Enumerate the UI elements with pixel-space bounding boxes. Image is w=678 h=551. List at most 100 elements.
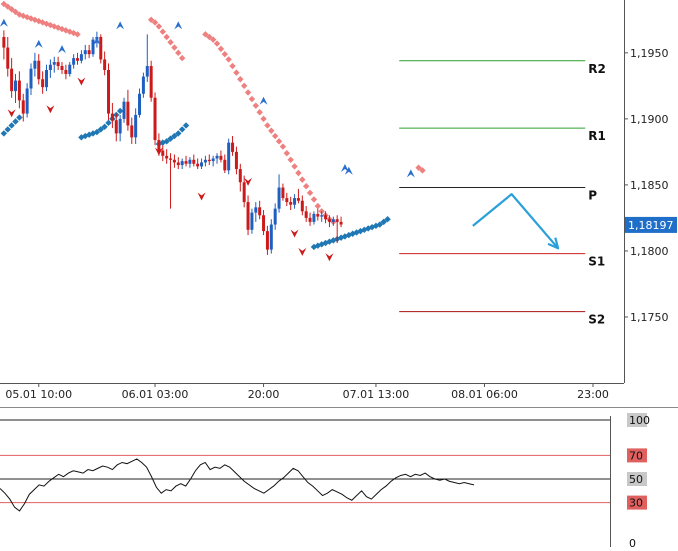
candle-body[interactable] — [269, 224, 273, 250]
candle-body[interactable] — [149, 66, 153, 98]
candle-body[interactable] — [327, 219, 331, 222]
candle-body[interactable] — [238, 169, 242, 183]
candle-body[interactable] — [250, 212, 254, 230]
candle-body[interactable] — [223, 159, 227, 171]
candle-body[interactable] — [339, 221, 343, 225]
candle-body[interactable] — [141, 76, 145, 94]
candle-body[interactable] — [72, 58, 76, 65]
candle-body[interactable] — [293, 198, 297, 205]
sar-dot-lower — [182, 122, 190, 129]
candle-body[interactable] — [265, 231, 269, 250]
candle-body[interactable] — [153, 97, 157, 140]
candle-body[interactable] — [273, 208, 277, 225]
candle-body[interactable] — [114, 120, 118, 134]
candle-body[interactable] — [296, 198, 300, 201]
candle-body[interactable] — [320, 215, 324, 217]
candle-body[interactable] — [14, 80, 18, 92]
sar-dot-upper — [39, 19, 46, 26]
candle-body[interactable] — [48, 64, 52, 70]
sar-dot-upper — [415, 164, 422, 171]
price-tick-label: 1,1900 — [630, 113, 669, 126]
candle-body[interactable] — [184, 161, 188, 164]
candle-body[interactable] — [17, 80, 21, 101]
price-tick-label: 1,1950 — [630, 47, 669, 60]
candle-body[interactable] — [134, 114, 138, 138]
fractal-down-icon — [154, 147, 163, 156]
candle-body[interactable] — [316, 213, 320, 217]
candle-body[interactable] — [331, 219, 335, 222]
candle-body[interactable] — [52, 62, 56, 65]
candle-body[interactable] — [312, 213, 316, 222]
candle-body[interactable] — [188, 159, 192, 164]
candle-body[interactable] — [10, 68, 14, 92]
candle-body[interactable] — [21, 100, 25, 114]
candle-body[interactable] — [83, 50, 87, 55]
candle-body[interactable] — [68, 64, 72, 74]
candle-body[interactable] — [281, 187, 285, 199]
candle-body[interactable] — [79, 54, 83, 61]
candle-body[interactable] — [200, 162, 204, 167]
candle-body[interactable] — [41, 79, 45, 88]
candle-body[interactable] — [157, 139, 161, 151]
candle-body[interactable] — [122, 101, 126, 119]
candle-body[interactable] — [29, 68, 33, 89]
candle-body[interactable] — [165, 155, 169, 159]
candle-body[interactable] — [64, 69, 68, 74]
candle-body[interactable] — [56, 62, 60, 67]
candle-body[interactable] — [99, 36, 103, 60]
candle-body[interactable] — [6, 47, 10, 69]
candle-body[interactable] — [335, 219, 339, 222]
candle-body[interactable] — [110, 113, 114, 121]
candle-body[interactable] — [285, 198, 289, 203]
candle-body[interactable] — [176, 162, 180, 166]
candle-body[interactable] — [169, 158, 173, 160]
candle-body[interactable] — [254, 207, 258, 213]
candle-body[interactable] — [130, 125, 134, 138]
candle-body[interactable] — [91, 39, 95, 55]
candle-body[interactable] — [60, 66, 64, 70]
candle-body[interactable] — [126, 101, 130, 126]
candle-body[interactable] — [324, 215, 328, 220]
candle-body[interactable] — [207, 159, 211, 162]
candle-body[interactable] — [196, 163, 200, 167]
sar-dot-upper — [51, 23, 58, 30]
fractal-up-icon — [116, 21, 125, 30]
sar-dot-upper — [237, 76, 244, 83]
candle-body[interactable] — [145, 66, 149, 77]
candle-body[interactable] — [118, 118, 122, 134]
sar-dot-upper — [151, 19, 159, 26]
candle-body[interactable] — [192, 159, 196, 164]
candle-body[interactable] — [262, 215, 266, 232]
candle-body[interactable] — [215, 155, 219, 159]
candle-body[interactable] — [161, 150, 165, 156]
candle-body[interactable] — [87, 50, 91, 55]
candle-body[interactable] — [76, 58, 80, 61]
candle-body[interactable] — [289, 202, 293, 205]
candle-body[interactable] — [300, 200, 304, 212]
candle-body[interactable] — [2, 36, 6, 48]
candle-body[interactable] — [103, 59, 107, 70]
candle-body[interactable] — [242, 182, 246, 203]
candle-body[interactable] — [45, 69, 49, 88]
candle-body[interactable] — [231, 142, 235, 152]
candle-body[interactable] — [180, 161, 184, 166]
candle-body[interactable] — [304, 211, 308, 218]
candle-body[interactable] — [138, 93, 142, 115]
osc-level-tag — [627, 472, 647, 486]
candle-body[interactable] — [37, 60, 41, 80]
candle-body[interactable] — [203, 159, 207, 163]
candle-body[interactable] — [211, 158, 215, 162]
candle-body[interactable] — [25, 88, 29, 114]
time-tick-label: 05.01 10:00 — [5, 388, 72, 401]
candle-body[interactable] — [172, 159, 176, 163]
candle-body[interactable] — [234, 151, 238, 170]
candle-body[interactable] — [107, 69, 111, 114]
candle-body[interactable] — [258, 207, 262, 216]
candle-body[interactable] — [219, 155, 223, 160]
sar-dot-upper — [163, 33, 170, 41]
candle-body[interactable] — [33, 60, 37, 69]
candle-body[interactable] — [227, 142, 231, 171]
candle-body[interactable] — [308, 217, 312, 222]
candle-body[interactable] — [277, 187, 281, 209]
candle-body[interactable] — [246, 202, 250, 230]
